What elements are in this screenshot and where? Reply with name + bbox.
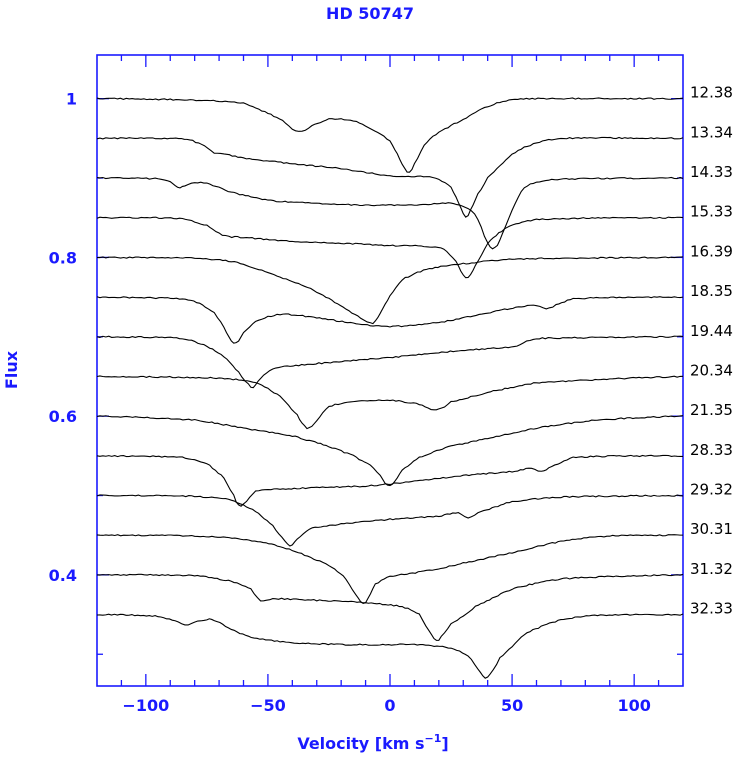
spectrum-line — [96, 534, 684, 604]
spectrum-line — [96, 375, 684, 430]
spectrum-line — [96, 335, 684, 389]
y-axis-label: Flux — [2, 350, 21, 389]
epoch-label: 31.32 — [690, 560, 733, 578]
spectrum-line — [96, 256, 684, 325]
y-axis-ticks: 0.4 0.6 0.8 1 — [49, 90, 683, 655]
x-tick-label: 0 — [384, 696, 395, 715]
y-tick-label: 0.8 — [49, 248, 77, 267]
epoch-label: 20.34 — [690, 361, 733, 379]
spectrum-line — [96, 136, 684, 218]
epoch-label: 18.35 — [690, 282, 733, 300]
plot-frame — [96, 54, 684, 687]
epoch-label: 28.33 — [690, 441, 733, 459]
spectrum-line — [96, 216, 684, 279]
spectrum-line — [96, 573, 684, 641]
spectrum-line — [96, 494, 684, 547]
epoch-label: 15.33 — [690, 203, 733, 221]
x-axis-label: Velocity [km s−1] — [297, 732, 448, 753]
spectrum-line — [96, 296, 684, 344]
epoch-labels: 12.38 13.34 14.33 15.33 16.39 18.35 19.44 20.34… — [690, 84, 733, 618]
x-tick-label: −100 — [122, 696, 169, 715]
epoch-label: 16.39 — [690, 242, 733, 260]
epoch-label: 14.33 — [690, 163, 733, 181]
x-axis-ticks: −100 −50 0 50 100 — [120, 55, 660, 715]
y-tick-label: 0.4 — [49, 566, 77, 585]
epoch-label: 21.35 — [690, 401, 733, 419]
epoch-label: 13.34 — [690, 123, 733, 141]
epoch-label: 32.33 — [690, 600, 733, 618]
epoch-label: 30.31 — [690, 520, 733, 538]
y-tick-label: 1 — [66, 90, 77, 109]
epoch-label: 19.44 — [690, 322, 733, 340]
x-axis-label-exponent: −1 — [424, 732, 441, 745]
spectrum-line — [96, 176, 684, 250]
chart-title: HD 50747 — [326, 4, 414, 23]
x-tick-label: −50 — [250, 696, 286, 715]
epoch-label: 12.38 — [690, 84, 733, 102]
x-axis-label-close: ] — [441, 734, 448, 753]
spectrum-line — [96, 613, 684, 679]
x-axis-label-main: Velocity [km s — [297, 734, 424, 753]
spectrum-line — [96, 415, 684, 487]
spectrum-line — [96, 454, 684, 507]
y-tick-label: 0.6 — [49, 407, 77, 426]
spectra-series — [96, 97, 684, 679]
epoch-label: 29.32 — [690, 481, 733, 499]
spectrum-line — [96, 97, 684, 173]
x-tick-label: 50 — [501, 696, 523, 715]
x-tick-label: 100 — [617, 696, 650, 715]
